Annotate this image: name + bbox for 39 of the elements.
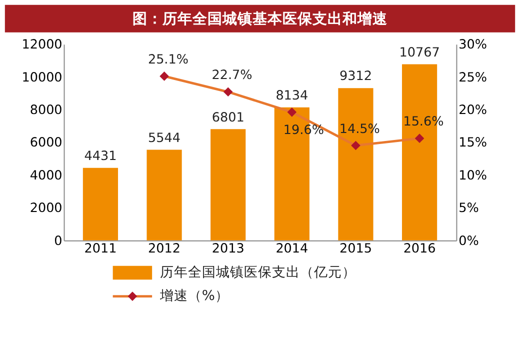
- y-tick-label: 2000: [30, 201, 62, 216]
- x-tick-label: 2012: [148, 242, 181, 257]
- point: [287, 108, 297, 117]
- data-label: 9312: [339, 69, 372, 84]
- y-tick-label: 0: [54, 234, 62, 249]
- y2-tick-label: 5%: [458, 201, 479, 216]
- y-tick-label: 4000: [30, 168, 62, 184]
- y-tick-label: 6000: [30, 136, 62, 151]
- x-tick-label: 2013: [212, 242, 244, 257]
- point: [223, 87, 233, 97]
- x-tick-label: 2015: [339, 242, 372, 257]
- data-label: 10767: [399, 45, 440, 60]
- x-tick-label: 2011: [84, 242, 117, 257]
- point: [160, 72, 169, 81]
- data-label: 22.7%: [212, 68, 252, 84]
- point: [414, 134, 424, 143]
- chart-title: 图：历年全国城镇基本医保支出和增速: [132, 10, 388, 28]
- data-label: 25.1%: [148, 52, 188, 68]
- data-label: 8134: [276, 88, 308, 104]
- x-tick-label: 2014: [276, 242, 308, 257]
- bar: [82, 168, 118, 240]
- y2-tick-label: 20%: [458, 102, 488, 118]
- data-label: 4431: [84, 149, 117, 164]
- y-tick-label: 10000: [22, 70, 62, 86]
- x-tick-label: 2016: [403, 242, 436, 257]
- y2-tick-label: 10%: [458, 168, 488, 184]
- bar: [210, 129, 246, 240]
- y2-tick-label: 25%: [458, 70, 488, 86]
- y-tick-label: 8000: [30, 102, 62, 118]
- data-label: 6801: [212, 110, 244, 126]
- legend-label: 历年全国城镇医保支出（亿元）: [160, 264, 356, 281]
- y2-tick-label: 30%: [458, 38, 488, 53]
- y2-tick-label: 15%: [458, 136, 488, 151]
- legend-label: 增速（%）: [158, 288, 229, 304]
- y2-tick-label: 0%: [458, 234, 479, 249]
- data-label: 5544: [148, 130, 181, 146]
- bar: [146, 150, 182, 240]
- point: [351, 140, 360, 150]
- y-tick-label: 12000: [22, 38, 62, 53]
